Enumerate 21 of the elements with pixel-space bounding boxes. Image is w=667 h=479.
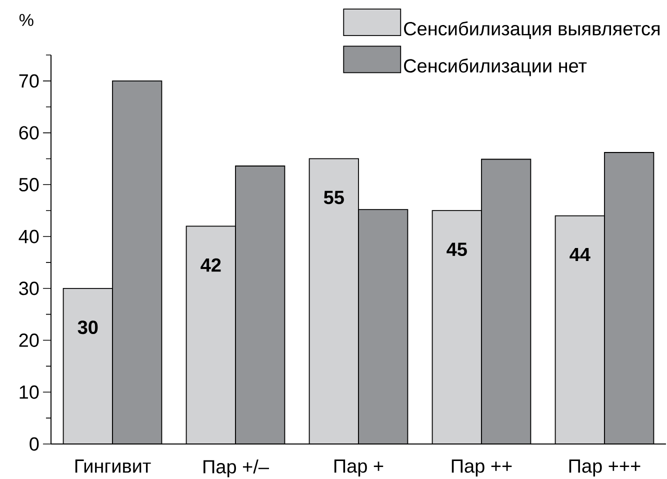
y-tick-label: 50 bbox=[19, 178, 39, 192]
y-tick-label: 20 bbox=[19, 334, 39, 347]
y-tick-label: 0 bbox=[30, 437, 39, 451]
x-tick-label: Пар ++ bbox=[452, 460, 512, 477]
x-tick-label: Пар + bbox=[334, 460, 384, 477]
data-label: 42 bbox=[200, 258, 221, 272]
data-label: 45 bbox=[446, 242, 467, 256]
y-axis-title: % bbox=[19, 14, 34, 26]
y-tick-label: 30 bbox=[19, 282, 39, 296]
x-tick-label: Гингивит bbox=[75, 460, 151, 473]
data-label: 44 bbox=[570, 248, 590, 262]
y-tick-label: 40 bbox=[18, 230, 39, 244]
x-tick-label: Пар +++ bbox=[569, 460, 640, 477]
data-label: 55 bbox=[324, 190, 344, 204]
x-tick-label: Пар +/– bbox=[204, 460, 269, 478]
legend-label: Сенсибилизации нет bbox=[404, 58, 587, 76]
y-tick-label: 60 bbox=[19, 126, 39, 140]
y-tick-label: 70 bbox=[19, 74, 39, 88]
data-label: 30 bbox=[78, 320, 98, 334]
legend-label: Сенсибилизация выявляется bbox=[404, 21, 660, 40]
y-tick-label: 10 bbox=[20, 385, 39, 399]
